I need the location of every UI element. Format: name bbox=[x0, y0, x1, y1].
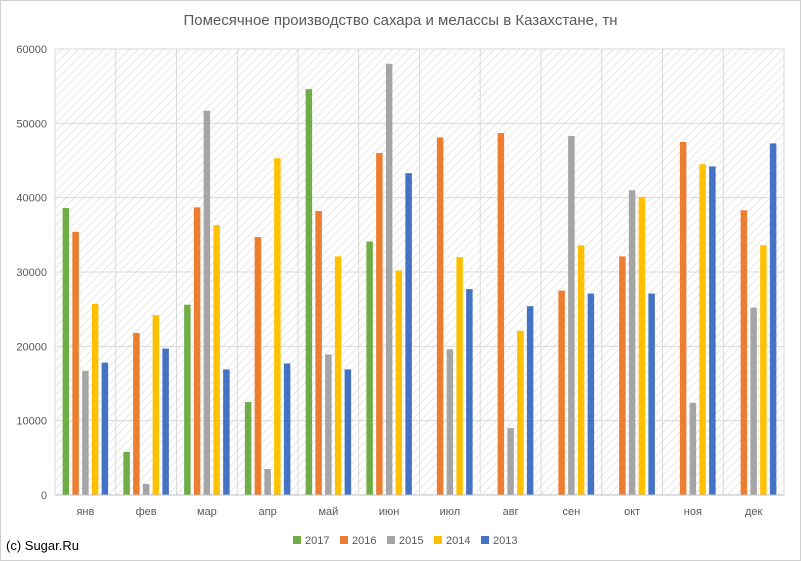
bar-2013-май bbox=[344, 369, 352, 495]
bar-2013-июн bbox=[405, 173, 412, 496]
y-tick-label: 20000 bbox=[16, 341, 47, 353]
bar-2016-июл bbox=[436, 137, 444, 495]
y-tick-label: 30000 bbox=[16, 267, 47, 279]
x-tick-label: июн bbox=[379, 506, 399, 518]
bar-2016-ноя bbox=[679, 141, 687, 495]
bar-2015-июл bbox=[446, 349, 454, 495]
bar-2015-фев bbox=[142, 483, 150, 495]
x-tick-label: апр bbox=[259, 506, 277, 518]
legend-label-2015: 2015 bbox=[399, 535, 423, 547]
bar-2013-янв bbox=[101, 362, 109, 495]
bar-2014-сен bbox=[577, 245, 585, 495]
x-tick-label: дек bbox=[745, 506, 763, 518]
bar-2013-ноя bbox=[709, 166, 716, 496]
legend-swatch-2015 bbox=[387, 536, 395, 544]
bar-2016-авг bbox=[497, 132, 505, 495]
bar-2014-дек bbox=[760, 245, 767, 495]
x-tick-label: окт bbox=[624, 506, 640, 518]
chart-title: Помесячное производство сахара и мелассы… bbox=[183, 12, 618, 29]
bar-2014-апр bbox=[274, 158, 281, 495]
x-tick-label: июл bbox=[440, 506, 461, 518]
bar-2013-сен bbox=[587, 293, 595, 495]
bar-2013-окт bbox=[648, 293, 655, 495]
bar-2015-май bbox=[325, 354, 332, 495]
x-tick-label: фев bbox=[136, 506, 157, 518]
y-tick-label: 60000 bbox=[16, 44, 47, 56]
bar-2015-сен bbox=[568, 135, 575, 495]
bar-2017-мар bbox=[184, 304, 191, 495]
legend-swatch-2017 bbox=[293, 536, 301, 544]
bar-2017-апр bbox=[244, 402, 252, 495]
x-tick-label: май bbox=[318, 506, 338, 518]
bar-2016-янв bbox=[72, 231, 79, 496]
bar-2016-дек bbox=[740, 210, 748, 495]
legend-label-2016: 2016 bbox=[352, 535, 376, 547]
x-tick-label: авг bbox=[503, 506, 519, 518]
x-tick-label: мар bbox=[197, 506, 217, 518]
bar-2016-май bbox=[315, 211, 322, 495]
bar-2016-июн bbox=[376, 153, 383, 496]
bar-2013-июл bbox=[466, 289, 473, 495]
legend-label-2017: 2017 bbox=[305, 535, 329, 547]
bar-2014-июл bbox=[456, 257, 463, 495]
bar-2015-мар bbox=[203, 110, 211, 496]
legend-swatch-2014 bbox=[434, 536, 442, 544]
bar-2013-дек bbox=[769, 143, 777, 496]
bar-2017-июн bbox=[366, 241, 373, 495]
bar-2013-фев bbox=[162, 348, 169, 495]
y-tick-label: 0 bbox=[41, 490, 47, 502]
y-tick-label: 40000 bbox=[16, 193, 47, 205]
x-tick-label: ноя bbox=[684, 506, 702, 518]
bar-2016-сен bbox=[558, 290, 565, 495]
bar-2015-ноя bbox=[689, 402, 697, 495]
bar-2014-июн bbox=[395, 270, 403, 495]
bar-2015-янв bbox=[82, 370, 89, 495]
bar-2016-мар bbox=[193, 207, 201, 495]
bar-2016-фев bbox=[133, 332, 140, 495]
bar-2015-апр bbox=[264, 468, 271, 495]
bar-2015-окт bbox=[628, 190, 636, 495]
bar-2017-янв bbox=[62, 208, 70, 495]
bar-2015-авг bbox=[507, 428, 514, 495]
y-tick-label: 50000 bbox=[16, 118, 47, 130]
bar-2014-фев bbox=[152, 315, 160, 495]
bar-2017-май bbox=[305, 89, 313, 495]
legend-label-2014: 2014 bbox=[446, 535, 470, 547]
legend-swatch-2013 bbox=[481, 536, 489, 544]
x-tick-label: сен bbox=[563, 506, 581, 518]
bar-2014-май bbox=[334, 256, 342, 495]
bar-2015-июн bbox=[385, 63, 393, 495]
bar-2014-окт bbox=[638, 196, 646, 495]
bar-2013-мар bbox=[223, 369, 230, 495]
y-tick-label: 10000 bbox=[16, 416, 47, 428]
bar-2015-дек bbox=[750, 307, 757, 495]
bar-2013-апр bbox=[283, 363, 291, 495]
bar-2017-фев bbox=[123, 451, 130, 495]
bar-2013-авг bbox=[526, 306, 534, 495]
x-tick-label: янв bbox=[76, 506, 94, 518]
bar-2014-янв bbox=[91, 303, 99, 495]
bar-2014-ноя bbox=[699, 164, 706, 495]
bar-2014-мар bbox=[213, 225, 220, 496]
bar-2014-авг bbox=[517, 330, 524, 495]
bar-2016-окт bbox=[619, 256, 626, 495]
bar-2016-апр bbox=[254, 237, 262, 495]
legend-swatch-2016 bbox=[340, 536, 348, 544]
copyright-text: (c) Sugar.Ru bbox=[6, 538, 79, 553]
legend-label-2013: 2013 bbox=[493, 535, 517, 547]
